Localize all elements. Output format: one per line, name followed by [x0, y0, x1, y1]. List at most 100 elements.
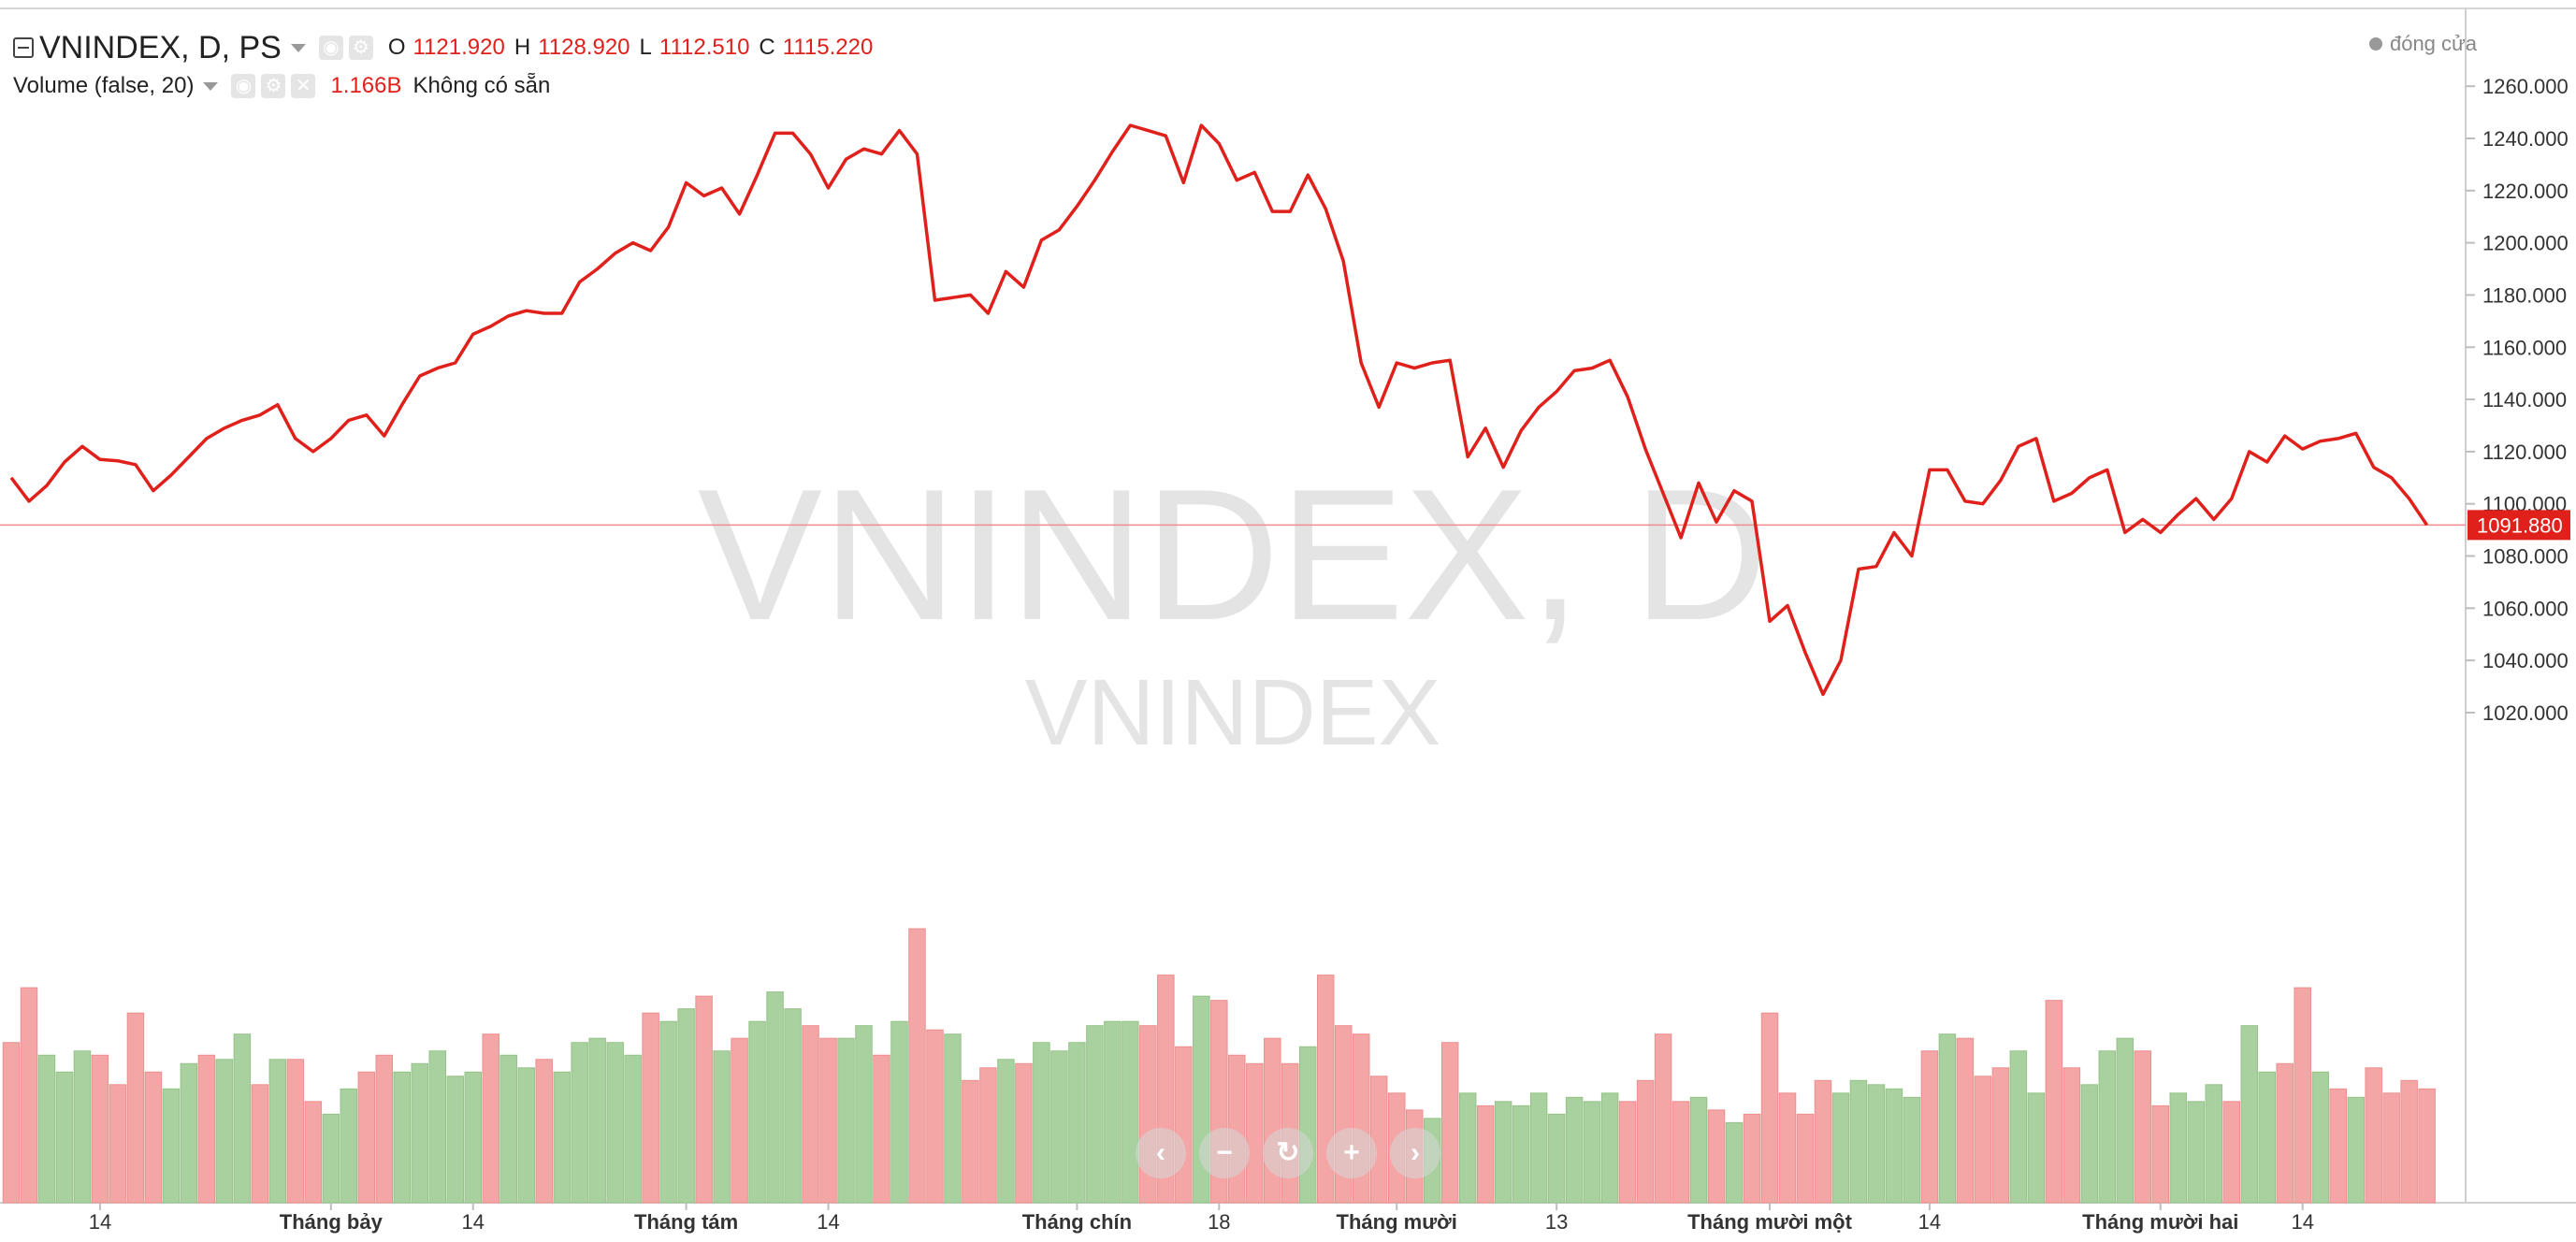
volume-bar	[1885, 1088, 1903, 1204]
volume-bar	[1246, 1062, 1264, 1204]
high-label: H	[514, 35, 531, 60]
volume-bar	[1743, 1113, 1761, 1204]
volume-bar	[1920, 1050, 1939, 1204]
volume-bar	[748, 1020, 766, 1204]
volume-bar	[393, 1071, 412, 1204]
volume-bar	[340, 1088, 358, 1204]
volume-bar	[126, 1012, 145, 1204]
volume-bar	[1760, 1012, 1779, 1204]
volume-bar	[2116, 1037, 2135, 1204]
volume-bar	[1636, 1079, 1655, 1204]
volume-bar	[819, 1037, 837, 1204]
low-value: 1112.510	[658, 35, 750, 60]
volume-indicator-title[interactable]: Volume (false, 20)	[13, 73, 195, 98]
price-tick-label: 1120.000	[2482, 440, 2567, 464]
volume-bar	[802, 1025, 819, 1204]
open-label: O	[387, 35, 406, 60]
volume-bar	[926, 1029, 944, 1204]
volume-bar	[2294, 987, 2311, 1204]
volume-not-available: Không có sẵn	[412, 73, 551, 98]
volume-bar	[2080, 1084, 2099, 1204]
volume-bar	[1974, 1076, 1992, 1204]
open-value: 1121.920	[412, 35, 505, 60]
price-tick-label: 1260.000	[2482, 75, 2569, 98]
close-legend-label: đóng cửa	[2389, 32, 2477, 55]
eye-icon[interactable]: ◉	[318, 36, 343, 60]
volume-bar	[1707, 1109, 1726, 1204]
legend-dot-icon	[2368, 37, 2382, 51]
volume-bar	[1299, 1046, 1317, 1204]
price-tick-label: 1060.000	[2482, 597, 2569, 620]
chevron-down-icon[interactable]	[203, 81, 219, 91]
volume-bar	[357, 1071, 376, 1204]
volume-bar	[1015, 1062, 1033, 1204]
main-series-legend: VNINDEX, D, PS ◉ ⚙ O 1121.920 H 1128.920…	[13, 24, 873, 71]
minus-square-icon[interactable]	[13, 37, 34, 58]
volume-bar	[1956, 1037, 1975, 1204]
volume-bar	[2418, 1088, 2436, 1204]
volume-bar	[499, 1054, 517, 1204]
volume-bar	[2062, 1067, 2081, 1204]
volume-bar	[1104, 1020, 1122, 1204]
time-tick-label: 13	[1545, 1210, 1568, 1234]
time-tick-label: Tháng mười hai	[2082, 1210, 2238, 1234]
volume-bar	[1547, 1113, 1566, 1204]
close-icon[interactable]: ✕	[291, 74, 316, 98]
volume-bar	[1122, 1020, 1139, 1204]
volume-bar	[873, 1054, 890, 1204]
volume-bar	[144, 1071, 163, 1204]
volume-bar	[2347, 1096, 2365, 1204]
gear-icon[interactable]: ⚙	[261, 74, 286, 98]
time-tick-label: Tháng tám	[634, 1210, 738, 1234]
price-tick-label: 1080.000	[2482, 545, 2569, 569]
volume-bar	[446, 1076, 464, 1204]
volume-bar	[322, 1113, 340, 1204]
volume-bar	[268, 1059, 287, 1204]
zoom-out-button[interactable]: −	[1199, 1128, 1250, 1178]
volume-bar	[233, 1033, 252, 1204]
volume-bar	[2169, 1092, 2188, 1204]
time-tick-label: 14	[817, 1210, 839, 1234]
volume-bar	[535, 1059, 553, 1204]
symbol-title[interactable]: VNINDEX, D, PS	[39, 29, 282, 65]
volume-legend: Volume (false, 20) ◉ ⚙ ✕ 1.166B Không có…	[13, 69, 550, 103]
volume-bar	[624, 1054, 642, 1204]
volume-bar	[73, 1050, 92, 1204]
volume-bar	[304, 1101, 323, 1204]
volume-bar	[2027, 1092, 2046, 1204]
scroll-right-button[interactable]: ›	[1390, 1128, 1440, 1178]
time-tick-label: 14	[2291, 1210, 2313, 1234]
chevron-down-icon[interactable]	[290, 43, 306, 52]
volume-bar	[197, 1054, 216, 1204]
volume-bar	[1672, 1101, 1690, 1204]
scroll-left-button[interactable]: ‹	[1136, 1128, 1186, 1178]
time-tick-label: Tháng mười một	[1687, 1210, 1852, 1234]
volume-bar	[2205, 1084, 2223, 1204]
volume-bar	[109, 1084, 127, 1204]
volume-bar	[713, 1050, 731, 1204]
volume-bar	[37, 1054, 56, 1204]
reset-button[interactable]: ↻	[1263, 1128, 1313, 1178]
volume-bar	[1476, 1105, 1495, 1204]
volume-bar	[1033, 1042, 1050, 1204]
volume-bar	[2187, 1101, 2206, 1204]
high-value: 1128.920	[538, 35, 630, 60]
volume-bar	[517, 1067, 535, 1204]
zoom-in-button[interactable]: +	[1326, 1128, 1377, 1178]
close-legend: đóng cửa	[2368, 32, 2477, 56]
volume-bar	[855, 1025, 873, 1204]
price-tick-label: 1040.000	[2482, 649, 2569, 672]
gear-icon[interactable]: ⚙	[348, 36, 373, 60]
watermark-subtitle: VNINDEX	[1025, 660, 1441, 765]
volume-bar	[571, 1042, 588, 1204]
price-tick-label: 1020.000	[2482, 701, 2569, 725]
volume-bar	[1618, 1101, 1637, 1204]
volume-bar	[1867, 1084, 1886, 1204]
volume-bar	[962, 1079, 979, 1204]
low-label: L	[639, 35, 652, 60]
volume-bar	[1991, 1067, 2010, 1204]
eye-icon[interactable]: ◉	[231, 74, 256, 98]
close-label: C	[759, 35, 775, 60]
time-tick-label: Tháng chín	[1022, 1210, 1132, 1234]
